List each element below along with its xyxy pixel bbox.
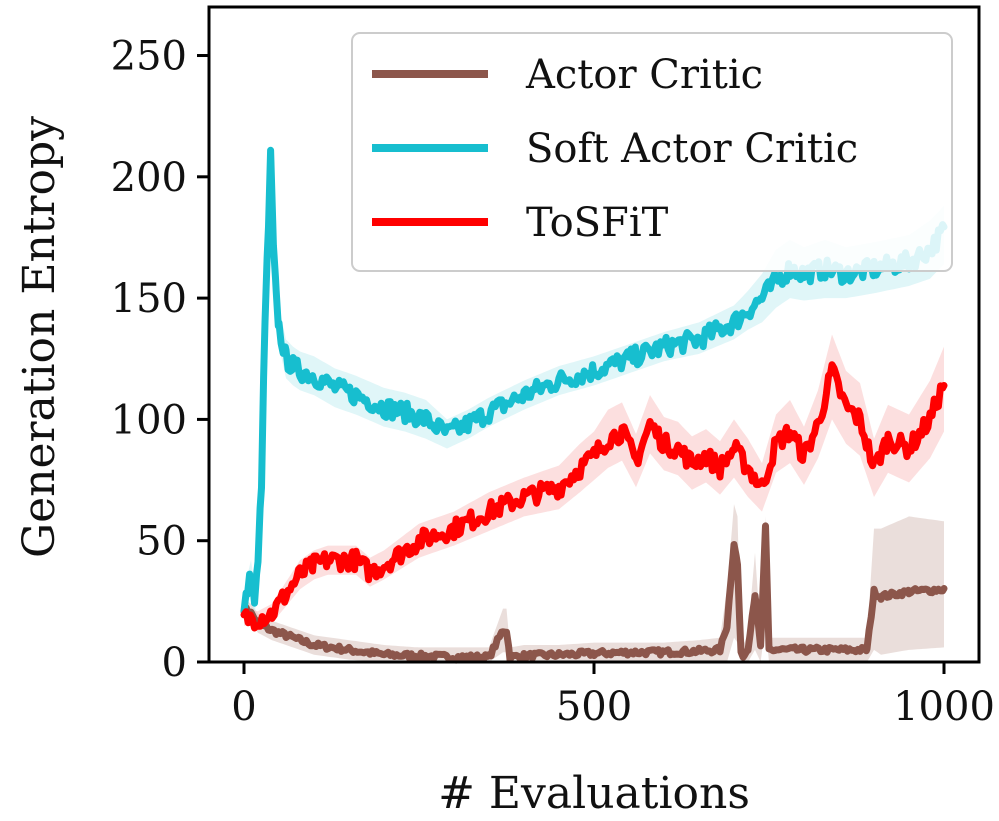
x-tick-label: 500	[556, 684, 632, 730]
legend-label-soft-actor-critic: Soft Actor Critic	[526, 126, 858, 172]
legend-box	[351, 32, 953, 272]
x-axis-ticks: 0 500 1000	[231, 662, 995, 730]
y-tick-label: 50	[136, 519, 187, 565]
y-tick-label: 0	[162, 640, 187, 686]
legend: Actor Critic Soft Actor Critic ToSFiT	[351, 32, 953, 272]
series-line-actor-critic	[240, 522, 948, 664]
y-axis-ticks: 0 50 100 150 200 250	[111, 34, 209, 686]
band-tosfit	[244, 334, 944, 626]
y-tick-label: 100	[111, 397, 187, 443]
y-tick-label: 150	[111, 276, 187, 322]
series-line-soft-actor-critic	[240, 146, 948, 615]
x-tick-label: 1000	[893, 684, 995, 730]
legend-label-actor-critic: Actor Critic	[525, 52, 763, 98]
y-axis-label: Generation Entropy	[14, 116, 65, 558]
x-tick-label: 0	[231, 684, 256, 730]
y-tick-label: 250	[111, 34, 187, 80]
x-axis-label: # Evaluations	[438, 768, 750, 819]
series-lines	[240, 146, 948, 664]
legend-label-tosfit: ToSFiT	[526, 200, 669, 246]
y-tick-label: 200	[111, 155, 187, 201]
series-line-tosfit	[240, 361, 948, 632]
band-actor-critic	[244, 504, 944, 662]
